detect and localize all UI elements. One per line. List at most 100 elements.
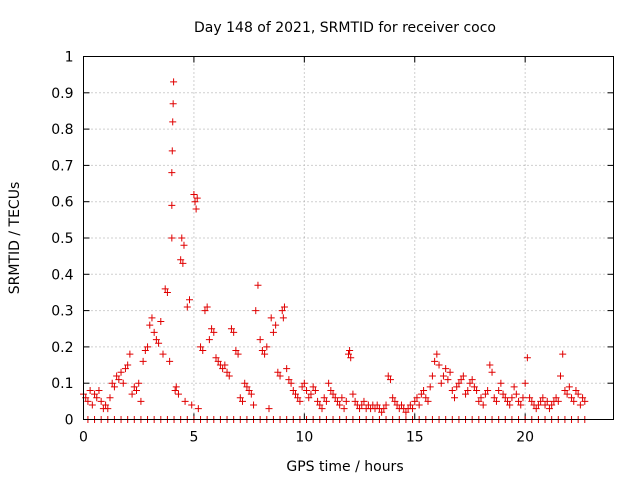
data-point <box>307 390 315 398</box>
data-point <box>373 401 381 409</box>
y-tick-label: 0.2 <box>51 340 73 356</box>
data-point <box>205 336 213 344</box>
data-point <box>180 241 188 249</box>
data-points <box>80 78 589 423</box>
data-point <box>243 383 251 391</box>
data-point <box>128 390 136 398</box>
data-point <box>106 394 114 402</box>
data-point <box>346 347 354 355</box>
data-point <box>349 390 357 398</box>
data-point <box>239 397 246 405</box>
data-point <box>188 401 196 409</box>
data-point <box>360 397 368 405</box>
data-point <box>183 303 191 311</box>
data-point <box>539 394 547 402</box>
data-point <box>285 376 293 384</box>
data-point <box>451 394 458 402</box>
data-point <box>356 405 364 413</box>
x-tick-label: 5 <box>189 430 198 446</box>
data-point <box>342 397 350 405</box>
data-point <box>280 303 288 311</box>
data-point <box>181 397 189 405</box>
y-tick-label: 0.9 <box>51 86 73 102</box>
data-point <box>97 397 105 405</box>
data-point <box>329 390 337 398</box>
data-point <box>201 307 209 315</box>
data-point <box>179 259 187 267</box>
data-point <box>497 379 505 387</box>
data-point <box>455 379 463 387</box>
x-axis-label: GPS time / hours <box>286 459 403 475</box>
chart-title: Day 148 of 2021, SRMTID for receiver coc… <box>194 20 496 36</box>
data-point <box>104 405 112 413</box>
data-point <box>409 405 417 413</box>
data-point <box>137 397 145 405</box>
data-point <box>269 328 277 336</box>
data-point <box>386 376 394 384</box>
data-point <box>510 383 518 391</box>
y-tick-label: 0.5 <box>51 231 73 247</box>
data-point <box>464 386 472 394</box>
data-point <box>428 372 436 380</box>
data-point <box>163 288 171 296</box>
data-point <box>561 386 569 394</box>
data-point <box>345 350 352 358</box>
data-point <box>565 383 573 391</box>
data-point <box>420 386 428 394</box>
data-point <box>212 354 220 362</box>
data-point <box>91 390 99 398</box>
data-point <box>148 314 156 322</box>
data-point <box>576 401 584 409</box>
data-point <box>234 350 242 358</box>
grid-lines <box>83 56 614 420</box>
data-point <box>199 347 207 355</box>
data-point <box>193 194 201 202</box>
data-point <box>168 147 176 155</box>
data-point <box>411 397 419 405</box>
data-point <box>484 386 492 394</box>
data-point <box>232 347 240 355</box>
data-point <box>499 390 507 398</box>
data-point <box>283 365 291 373</box>
data-point <box>422 394 430 402</box>
data-point <box>433 350 441 358</box>
data-point <box>267 314 275 322</box>
data-point <box>470 383 478 391</box>
data-point <box>178 234 186 242</box>
data-point <box>568 394 576 402</box>
data-point <box>477 394 485 402</box>
data-point <box>133 386 140 394</box>
data-point <box>256 336 264 344</box>
data-point <box>517 401 525 409</box>
data-point <box>347 354 355 362</box>
data-point <box>169 100 177 108</box>
data-point <box>327 386 335 394</box>
data-point <box>333 397 341 405</box>
data-point <box>102 401 110 409</box>
data-point <box>287 379 295 387</box>
data-point <box>119 379 127 387</box>
data-point <box>338 394 346 402</box>
data-point <box>227 325 235 333</box>
data-point <box>294 394 302 402</box>
data-point <box>453 383 461 391</box>
data-point <box>272 321 280 329</box>
data-point <box>230 328 238 336</box>
data-point <box>110 383 118 391</box>
data-point <box>466 379 474 387</box>
y-tick-label: 0.3 <box>51 304 73 320</box>
y-tick-label: 0.7 <box>51 158 73 174</box>
data-point <box>289 386 297 394</box>
data-point <box>570 397 578 405</box>
data-point <box>415 401 423 409</box>
data-point <box>190 190 198 198</box>
data-point <box>292 390 299 398</box>
data-point <box>579 394 587 402</box>
data-point <box>169 118 177 126</box>
y-tick-label: 0.1 <box>51 376 73 392</box>
y-tick-label: 0.6 <box>51 195 73 211</box>
data-point <box>210 328 218 336</box>
data-point <box>431 357 439 365</box>
data-point <box>208 325 216 333</box>
